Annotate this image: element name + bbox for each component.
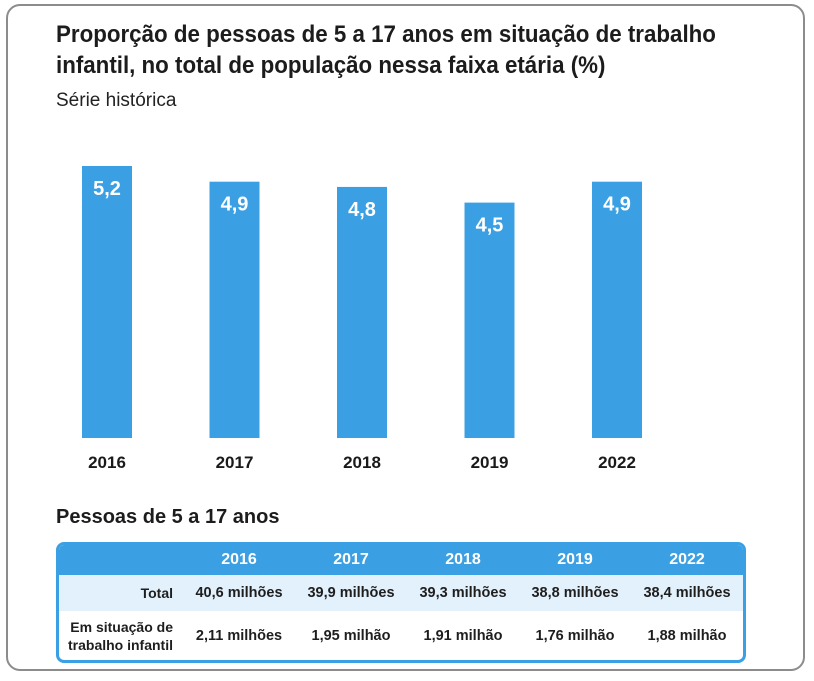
- table-row: Em situação de trabalho infantil 2,11 mi…: [59, 611, 743, 660]
- category-label: 2018: [343, 453, 381, 472]
- table-header-row: 2016 2017 2018 2019 2022: [59, 545, 743, 575]
- bar-value-label: 4,5: [476, 215, 504, 237]
- table-cell: 38,8 milhões: [519, 575, 631, 611]
- header-cell: 2016: [183, 545, 295, 575]
- table-cell: 1,95 milhão: [311, 627, 391, 644]
- category-label: 2016: [88, 453, 126, 472]
- bar-2019: [464, 202, 515, 438]
- table-cell: 1,88 milhão: [647, 627, 727, 644]
- bar-value-label: 5,2: [93, 178, 121, 200]
- table-cell: 1,91 milhão: [423, 627, 503, 644]
- chart-subtitle: Série histórica: [56, 90, 177, 111]
- table-cell: 38,4 milhões: [631, 575, 743, 611]
- header-cell: [59, 545, 183, 575]
- bar-2016: [82, 166, 132, 438]
- table-cell: 39,9 milhões: [295, 575, 407, 611]
- table-cell: 1,76 milhão: [535, 627, 615, 644]
- chart-title: Proporção de pessoas de 5 a 17 anos em s…: [56, 21, 716, 79]
- header-cell: 2019: [519, 545, 631, 575]
- header-cell: 2022: [631, 545, 743, 575]
- bar-value-label: 4,9: [221, 194, 249, 216]
- category-label: 2017: [216, 453, 254, 472]
- bar-2022: [592, 181, 642, 438]
- bar-2017: [209, 181, 260, 438]
- category-label: 2022: [598, 453, 636, 472]
- bar-value-label: 4,9: [603, 194, 631, 216]
- table-cell: 40,6 milhões: [183, 575, 295, 611]
- bar-chart: 5,2 2016 4,9 2017 4,8 2018 4,5 2019 4,9 2022: [82, 166, 642, 472]
- table-title: Pessoas de 5 a 17 anos: [56, 506, 280, 528]
- population-table: 2016 2017 2018 2019 2022 Total 40,6 milh…: [56, 542, 746, 663]
- table-row: Total 40,6 milhões 39,9 milhões 39,3 mil…: [59, 575, 743, 611]
- header-cell: 2018: [407, 545, 519, 575]
- bar-value-label: 4,8: [348, 199, 376, 221]
- table-cell: 2,11 milhões: [195, 627, 283, 644]
- table-cell: 39,3 milhões: [407, 575, 519, 611]
- category-label: 2019: [471, 453, 509, 472]
- row-label: Em situação de trabalho infantil: [68, 618, 173, 653]
- bar-2018: [337, 186, 387, 438]
- row-label: Total: [59, 575, 183, 611]
- header-cell: 2017: [295, 545, 407, 575]
